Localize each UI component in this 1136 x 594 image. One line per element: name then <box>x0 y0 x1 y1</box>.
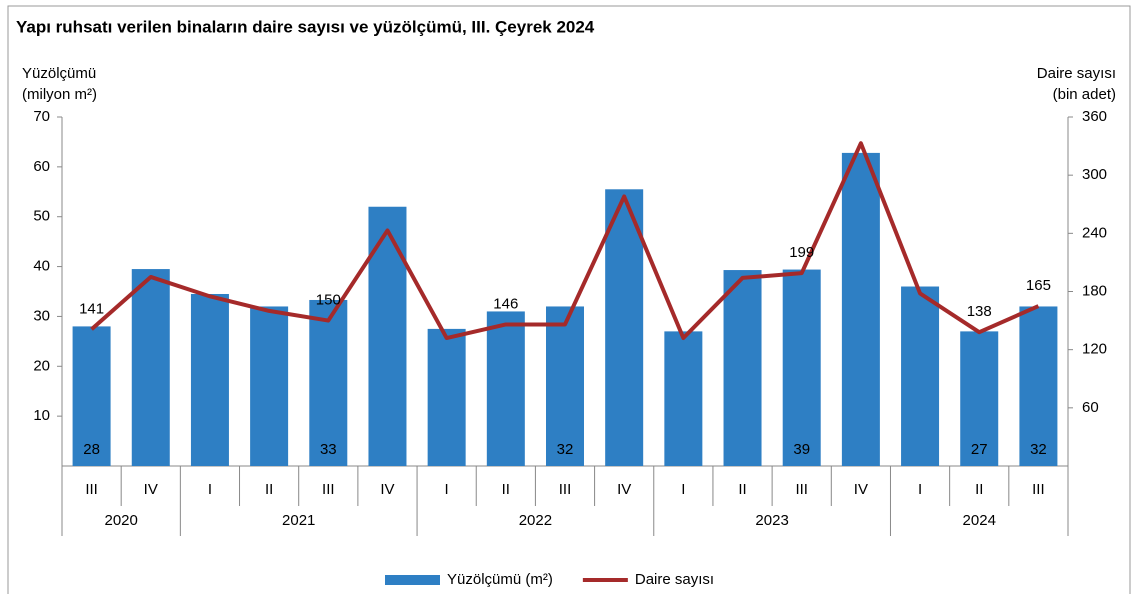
line-label: 141 <box>79 300 104 317</box>
bar <box>368 206 407 466</box>
legend-swatch <box>385 575 440 585</box>
x-tick-label: II <box>502 481 510 498</box>
line-label: 146 <box>493 295 518 312</box>
y-tick-label: 30 <box>33 307 50 324</box>
bar-label: 32 <box>557 441 574 458</box>
bar-label: 39 <box>793 441 810 458</box>
y2-tick-label: 180 <box>1082 282 1107 299</box>
line <box>90 141 1040 341</box>
chart-title: Yapı ruhsatı verilen binaların daire say… <box>16 17 595 36</box>
x-tick-label: I <box>445 481 449 498</box>
x-tick-label: I <box>681 481 685 498</box>
x-tick-label: II <box>975 481 983 498</box>
bar <box>901 286 940 466</box>
legend-label: Yüzölçümü (m²) <box>447 571 553 588</box>
bar <box>664 331 703 466</box>
y-axis-label: Yüzölçümü <box>22 65 96 82</box>
bar <box>546 306 584 466</box>
bar-label: 27 <box>971 441 988 458</box>
group-label: 2023 <box>755 512 788 529</box>
x-tick-label: III <box>1032 481 1045 498</box>
y-tick-label: 50 <box>33 208 50 225</box>
legend-label: Daire sayısı <box>635 571 714 588</box>
y2-tick-label: 120 <box>1082 341 1107 358</box>
x-tick-label: III <box>795 481 808 498</box>
y2-tick-label: 300 <box>1082 166 1107 183</box>
x-tick-label: IV <box>854 481 868 498</box>
x-tick-label: II <box>738 481 746 498</box>
group-label: 2020 <box>104 512 137 529</box>
line-label: 150 <box>316 292 341 309</box>
x-tick-label: II <box>265 481 273 498</box>
group-label: 2022 <box>519 512 552 529</box>
x-tick-label: I <box>918 481 922 498</box>
y2-axis-label: (bin adet) <box>1053 86 1116 103</box>
bar <box>486 311 525 466</box>
x-tick-label: I <box>208 481 212 498</box>
bar <box>782 269 821 466</box>
x-tick-label: IV <box>617 481 631 498</box>
y2-axis-label: Daire sayısı <box>1037 65 1116 82</box>
bar-label: 32 <box>1030 441 1047 458</box>
group-label: 2021 <box>282 512 315 529</box>
x-tick-label: III <box>322 481 335 498</box>
y-tick-label: 60 <box>33 158 50 175</box>
bar <box>605 189 644 467</box>
x-tick-label: IV <box>144 481 158 498</box>
y-tick-label: 20 <box>33 357 50 374</box>
bar <box>960 331 999 466</box>
y2-tick-label: 360 <box>1082 108 1107 125</box>
bar <box>309 299 348 466</box>
bar <box>723 270 762 466</box>
y2-tick-label: 240 <box>1082 224 1107 241</box>
bar <box>250 306 289 466</box>
bar-label: 33 <box>320 441 337 458</box>
y-tick-label: 70 <box>33 108 50 125</box>
y2-tick-label: 60 <box>1082 399 1099 416</box>
bar <box>1019 306 1058 466</box>
x-tick-label: III <box>559 481 572 498</box>
group-label: 2024 <box>963 512 996 529</box>
frame <box>7 5 1131 594</box>
bar <box>72 326 111 466</box>
bar <box>131 269 170 466</box>
bar <box>841 152 880 466</box>
line-label: 165 <box>1026 277 1051 294</box>
x-tick-label: III <box>85 481 98 498</box>
bar <box>190 293 229 466</box>
bar <box>427 328 466 466</box>
x-tick-label: IV <box>380 481 394 498</box>
bar-label: 28 <box>83 441 100 458</box>
y-axis-label: (milyon m²) <box>22 86 97 103</box>
y-tick-label: 10 <box>33 407 50 424</box>
y-tick-label: 40 <box>33 258 50 275</box>
line-label: 138 <box>967 303 992 320</box>
line-label: 199 <box>789 244 814 261</box>
